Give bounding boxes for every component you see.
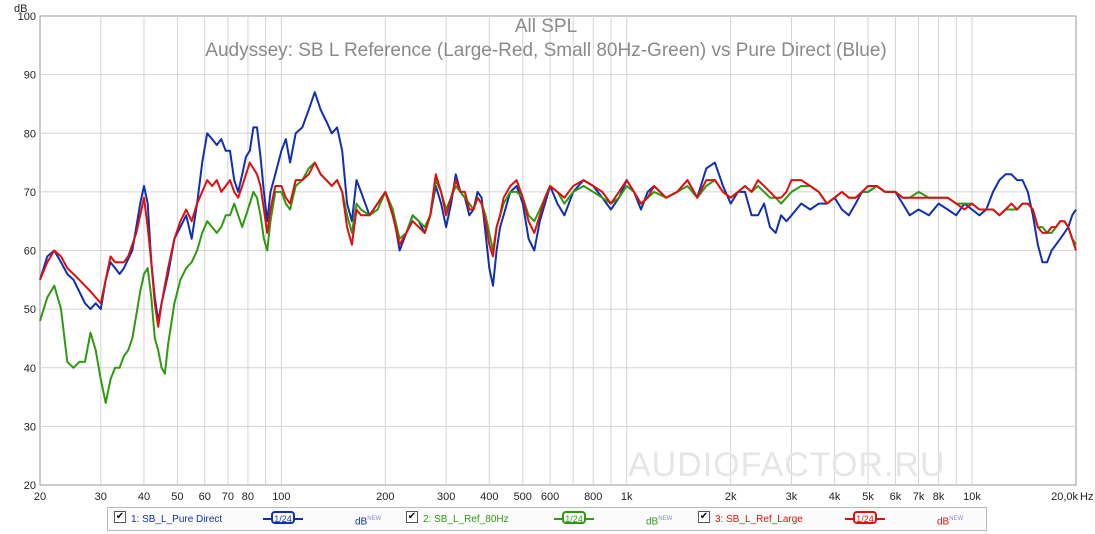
series-1-unit-text: dB <box>355 516 368 528</box>
series-2-checkbox[interactable]: ✔ <box>406 511 418 523</box>
chart-title: All SPL <box>515 16 577 37</box>
x-tick-label: 6k <box>890 491 902 503</box>
x-tick-label: 20,0k <box>1051 491 1078 503</box>
x-tick-label: 300 <box>437 491 455 503</box>
series-3-swatch-right <box>877 518 885 520</box>
y-tick-label: 40 <box>24 363 36 375</box>
series-2-unit[interactable]: dBNEW <box>646 513 672 528</box>
chart-subtitle: Audyssey: SB L Reference (Large-Red, Sma… <box>205 40 886 61</box>
x-tick-label: 50 <box>171 491 183 503</box>
x-tick-label: 70 <box>222 491 234 503</box>
x-tick-label: 600 <box>541 491 559 503</box>
x-axis-unit: Hz <box>1080 491 1093 503</box>
x-tick-labels: 20 30 40 50 60 70 80 100 200 300 400 500 600 800 1k 2k 3… <box>34 491 1079 503</box>
y-tick-label: 20 <box>24 480 36 492</box>
y-tick-label: 30 <box>24 421 36 433</box>
x-tick-label: 7k <box>913 491 925 503</box>
x-tick-label: 500 <box>514 491 532 503</box>
y-tick-label: 60 <box>24 246 36 258</box>
series-3-label[interactable]: 3: SB_L_Ref_Large <box>715 514 803 525</box>
y-tick-label: 100 <box>18 11 36 23</box>
series-3-checkbox[interactable]: ✔ <box>698 511 710 523</box>
series-2-swatch-right <box>586 518 594 520</box>
y-tick-label: 90 <box>24 70 36 82</box>
x-tick-label: 20 <box>34 491 46 503</box>
series-line-3 <box>39 161 1077 328</box>
y-tick-label: 50 <box>24 304 36 316</box>
series-3-unit[interactable]: dBNEW <box>937 513 963 528</box>
series-1-smoothing-button[interactable]: 1/24 <box>271 511 295 524</box>
y-axis-label: dB <box>14 3 27 15</box>
legend: ✔ 1: SB_L_Pure Direct 1/24 dBNEW ✔ 2: SB… <box>107 507 987 531</box>
x-tick-label: 5k <box>862 491 874 503</box>
series-1-checkbox[interactable]: ✔ <box>114 511 126 523</box>
x-tick-label: 200 <box>376 491 394 503</box>
series-2-unit-text: dB <box>646 516 659 528</box>
x-tick-label: 30 <box>95 491 107 503</box>
grid <box>40 16 1076 485</box>
y-tick-label: 70 <box>24 187 36 199</box>
y-tick-labels: 20 30 40 50 60 70 80 90 100 <box>18 11 36 492</box>
series-1-unit-sup: NEW <box>367 516 382 522</box>
x-tick-label: 60 <box>199 491 211 503</box>
x-tick-label: 3k <box>786 491 798 503</box>
x-tick-label: 1k <box>621 491 633 503</box>
x-tick-label: 40 <box>138 491 150 503</box>
series-3-unit-text: dB <box>937 516 950 528</box>
x-tick-label: 4k <box>829 491 841 503</box>
series-3-smoothing-button[interactable]: 1/24 <box>853 511 877 524</box>
x-tick-label: 80 <box>242 491 254 503</box>
x-tick-label: 400 <box>480 491 498 503</box>
series-1-swatch-left <box>263 518 271 520</box>
series-2-label[interactable]: 2: SB_L_Ref_80Hz <box>423 514 509 525</box>
y-tick-label: 80 <box>24 128 36 140</box>
series-2-swatch-left <box>554 518 562 520</box>
x-tick-label: 100 <box>272 491 290 503</box>
series-1-label[interactable]: 1: SB_L_Pure Direct <box>131 514 223 525</box>
series-1-unit[interactable]: dBNEW <box>355 513 381 528</box>
series-1-swatch-right <box>295 518 303 520</box>
x-tick-label: 8k <box>933 491 945 503</box>
series-2-smoothing-button[interactable]: 1/24 <box>562 511 586 524</box>
series-3-unit-sup: NEW <box>949 516 964 522</box>
series-2-unit-sup: NEW <box>658 516 673 522</box>
x-tick-label: 2k <box>725 491 737 503</box>
series-lines <box>39 91 1077 404</box>
x-tick-label: 800 <box>584 491 602 503</box>
series-3-swatch-left <box>845 518 853 520</box>
x-tick-label: 10k <box>963 491 981 503</box>
watermark: AUDIOFACTOR.RU <box>628 446 946 484</box>
